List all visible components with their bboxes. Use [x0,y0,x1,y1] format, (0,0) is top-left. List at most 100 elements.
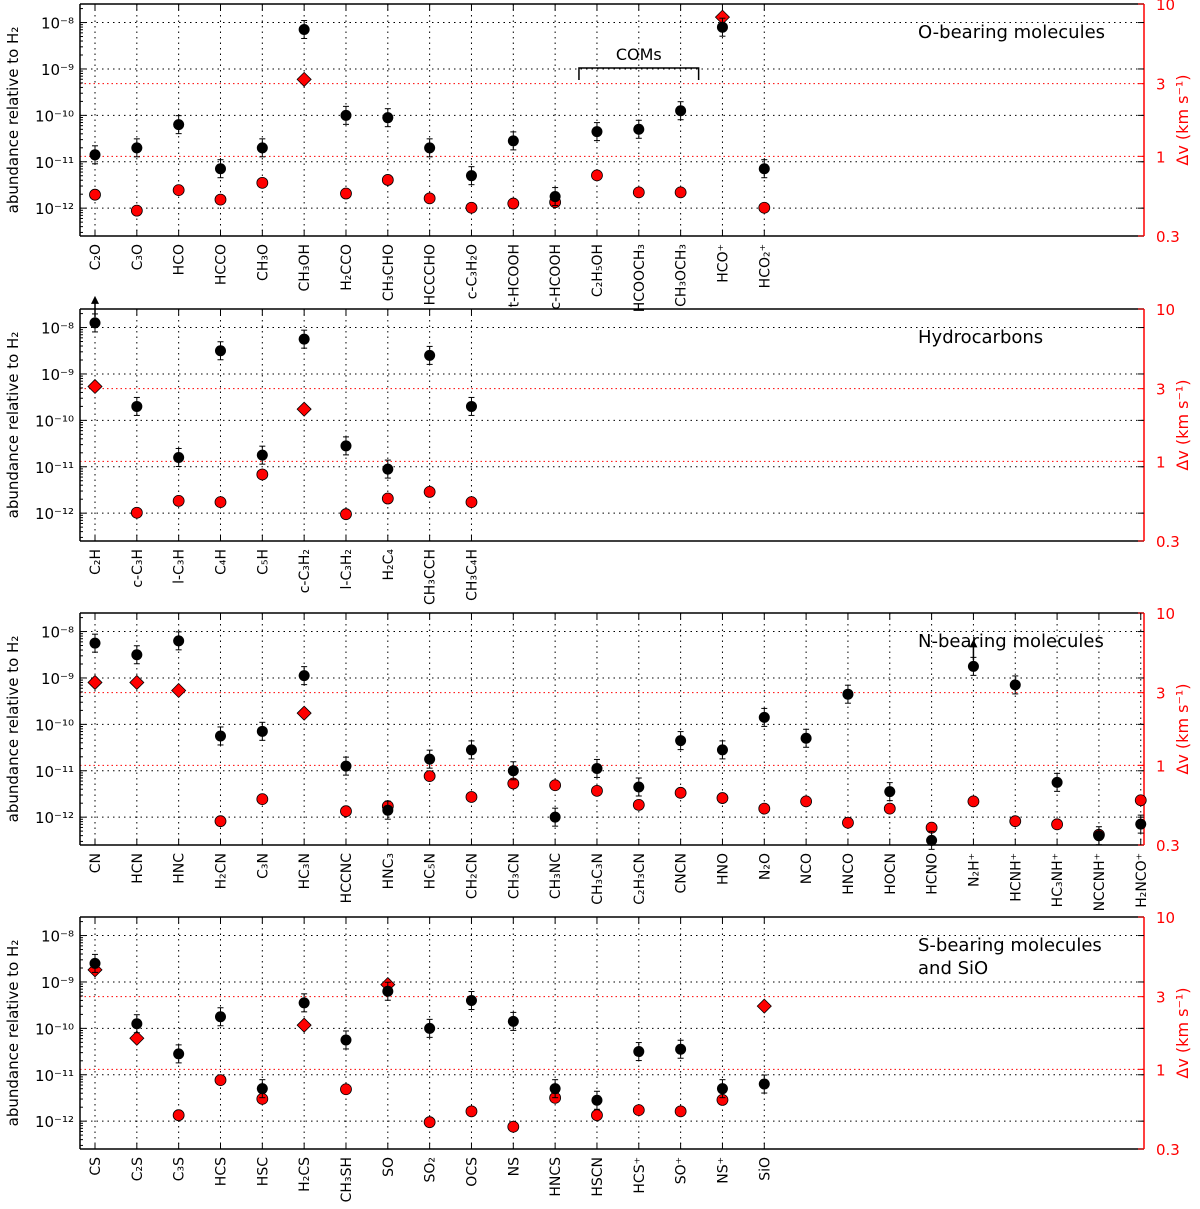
x-tick-label: OCS [464,1157,480,1187]
abundance-point [716,744,728,756]
x-tick-label: C₂H₅OH [590,244,606,297]
x-tick-label: N₂H⁺ [966,853,982,887]
abundance-point [758,711,770,723]
linewidth-marker [465,1105,478,1118]
abundance-point [507,765,519,777]
linewidth-marker [1134,794,1147,807]
x-tick-label: CH₃CHO [381,244,397,301]
linewidth-marker [632,1104,645,1117]
abundance-point [173,635,185,647]
linewidth-marker [130,204,143,217]
x-tick-label: l-C₃H₂ [339,549,355,589]
linewidth-marker [256,468,269,481]
linewidth-marker [296,705,312,721]
linewidth-marker [549,779,562,792]
abundance-point [382,985,394,997]
abundance-point [967,660,979,672]
x-tick-label: HNCS [548,1157,564,1197]
x-tick-label: H₂CCO [339,244,355,291]
abundance-point [1009,679,1021,691]
tick-label-left: 10⁻¹⁰ [35,412,74,430]
abundance-point [591,1094,603,1106]
abundance-point [675,105,687,117]
linewidth-marker [756,998,772,1014]
panel-title: N-bearing molecules [918,631,1104,652]
tick-label-right: 10 [1156,0,1175,14]
y-axis-label-left: abundance relative to H₂ [4,27,22,214]
x-tick-label: HNCO [841,853,857,895]
linewidth-marker [214,193,227,206]
x-tick-label: HC₅N [423,853,439,889]
tick-label-left: 10⁻¹¹ [35,459,74,477]
abundance-point [633,1046,645,1058]
tick-label-right: 3 [1156,989,1166,1007]
abundance-point [424,142,436,154]
x-tick-label: c-HCOOH [548,244,564,310]
abundance-point [465,995,477,1007]
x-tick-label: CH₃CN [506,853,522,899]
x-tick-label: CNCN [674,853,690,894]
x-tick-label: HNC [172,853,188,884]
x-tick-label: HNC₃ [381,853,397,889]
x-tick-label: t-HCOOH [506,244,522,307]
linewidth-marker [1051,818,1063,831]
linewidth-marker [214,1074,227,1086]
abundance-point [716,1083,728,1095]
abundance-point [382,804,394,816]
x-tick-label: c-C₃H₂O [464,244,480,299]
abundance-point [214,345,226,357]
abundance-point [131,649,143,661]
abundance-point [173,451,185,463]
linewidth-marker [883,802,896,815]
x-tick-label: CH₃OH [297,244,313,291]
x-tick-label: HCO⁺ [715,244,731,283]
linewidth-marker [758,802,771,815]
linewidth-marker [172,1109,185,1122]
tick-label-left: 10⁻¹² [35,1113,74,1131]
abundance-point [1135,818,1147,830]
y-axis-label-right: Δv (km s⁻¹) [1173,379,1192,470]
linewidth-marker [632,798,645,811]
x-tick-label: HSCN [590,1157,606,1197]
abundance-point [424,1022,436,1034]
tick-label-right: 0.3 [1156,533,1180,551]
abundance-point [382,463,394,475]
x-tick-label: HCNH⁺ [1008,853,1024,902]
linewidth-marker [296,71,312,87]
abundance-point [884,786,896,798]
linewidth-marker [340,805,352,818]
coms-bracket [578,67,700,80]
linewidth-marker [89,188,101,201]
abundance-point [256,1083,268,1095]
abundance-point [89,957,101,969]
linewidth-marker [129,674,145,691]
x-tick-label: HC₃N [297,853,313,889]
panel-1: 10⁻⁸ 10⁻⁹ 10⁻¹⁰ 10⁻¹¹ 10⁻¹² 10 3 1 0.3 abundance … [4,0,1192,312]
abundance-point [465,170,477,182]
linewidth-marker [256,793,269,806]
tick-label-left: 10⁻⁹ [41,366,74,384]
y-axis-label-right: Δv (km s⁻¹) [1173,683,1192,774]
x-tick-label: HCS [213,1157,229,1186]
tick-label-right: 3 [1156,76,1166,94]
x-tick-label: HC₃NH⁺ [1050,853,1066,907]
x-tick-label: CH₂CN [464,853,480,899]
y-axis-label-left: abundance relative to H₂ [4,940,22,1127]
linewidth-marker [87,378,103,395]
tick-label-right: 10 [1156,301,1175,319]
x-tick-label: H₂NCO⁺ [1134,853,1150,908]
abundance-point [340,440,352,452]
x-tick-label: NCO [799,853,815,884]
abundance-point [633,781,645,793]
panel-title: and SiO [918,958,988,979]
x-tick-label: CH₃CCH [423,549,439,605]
lower-limit-arrowhead [91,295,99,304]
panel-3: 10⁻⁸ 10⁻⁹ 10⁻¹⁰ 10⁻¹¹ 10⁻¹² 10 3 1 0.3 abundance … [4,605,1192,911]
linewidth-marker [716,792,729,804]
tick-label-right: 1 [1156,1061,1166,1079]
abundance-point [173,119,185,131]
tick-label-right: 0.3 [1156,837,1180,855]
abundance-point [549,1083,561,1095]
abundance-point [340,1034,352,1046]
abundance-point [424,349,436,361]
